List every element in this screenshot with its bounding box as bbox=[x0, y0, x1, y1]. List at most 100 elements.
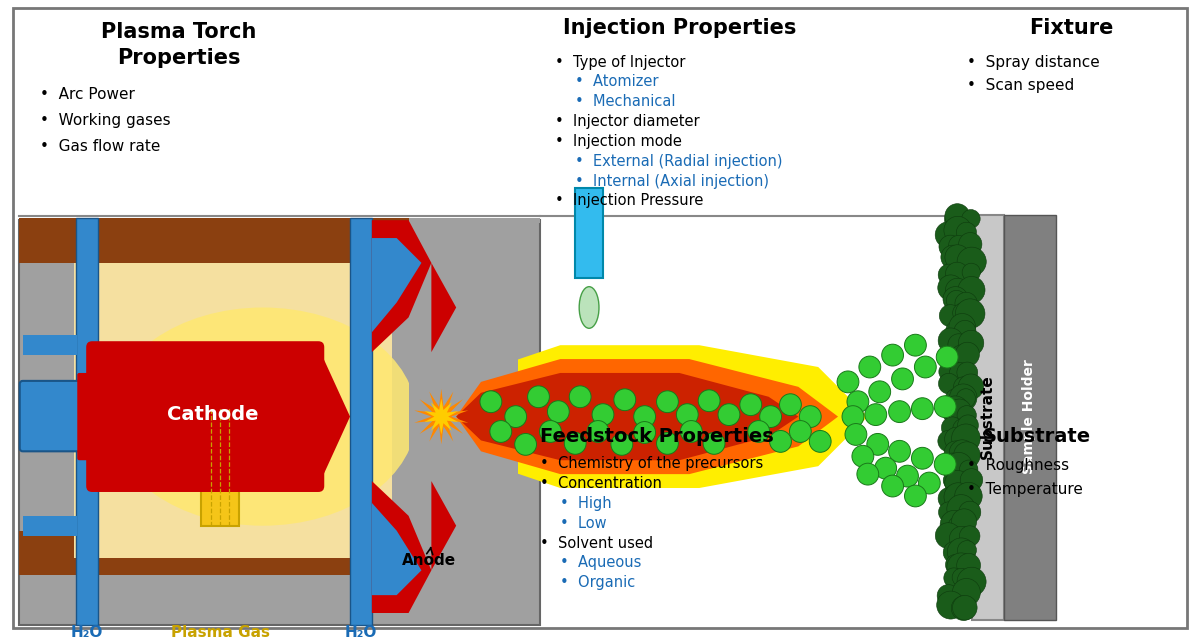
Circle shape bbox=[948, 517, 967, 535]
Circle shape bbox=[677, 404, 698, 426]
Circle shape bbox=[935, 453, 956, 475]
Circle shape bbox=[958, 540, 977, 560]
Circle shape bbox=[959, 330, 984, 356]
Text: •  Internal (Axial injection): • Internal (Axial injection) bbox=[575, 174, 769, 188]
Circle shape bbox=[769, 431, 792, 453]
Circle shape bbox=[852, 445, 874, 467]
Circle shape bbox=[958, 415, 978, 436]
Text: •  Gas flow rate: • Gas flow rate bbox=[40, 139, 160, 154]
Polygon shape bbox=[372, 503, 421, 595]
Circle shape bbox=[937, 591, 965, 619]
Bar bbox=[19, 221, 540, 625]
Text: Plasma Gas: Plasma Gas bbox=[170, 626, 270, 640]
Circle shape bbox=[946, 322, 964, 340]
Circle shape bbox=[959, 233, 982, 256]
FancyBboxPatch shape bbox=[19, 381, 85, 451]
Circle shape bbox=[634, 406, 655, 428]
Text: Cathode: Cathode bbox=[168, 405, 259, 424]
Circle shape bbox=[947, 290, 966, 311]
Circle shape bbox=[943, 287, 968, 312]
Circle shape bbox=[935, 395, 956, 417]
Circle shape bbox=[912, 398, 934, 420]
Circle shape bbox=[949, 363, 971, 384]
Circle shape bbox=[896, 465, 918, 487]
Circle shape bbox=[703, 433, 725, 454]
Circle shape bbox=[569, 386, 592, 408]
Circle shape bbox=[956, 362, 978, 383]
Circle shape bbox=[952, 424, 980, 453]
Circle shape bbox=[866, 433, 889, 455]
Circle shape bbox=[946, 278, 970, 303]
Circle shape bbox=[960, 460, 978, 478]
Circle shape bbox=[656, 433, 678, 454]
Circle shape bbox=[865, 404, 887, 426]
Polygon shape bbox=[456, 359, 838, 474]
Polygon shape bbox=[456, 345, 868, 488]
Circle shape bbox=[954, 377, 973, 397]
Circle shape bbox=[698, 390, 720, 412]
Circle shape bbox=[935, 222, 961, 248]
Text: •  Chemistry of the precursors: • Chemistry of the precursors bbox=[540, 456, 763, 471]
Circle shape bbox=[480, 391, 502, 413]
Circle shape bbox=[847, 391, 869, 413]
Circle shape bbox=[952, 569, 971, 587]
Circle shape bbox=[838, 371, 859, 393]
Circle shape bbox=[943, 471, 961, 490]
Circle shape bbox=[748, 420, 769, 442]
Circle shape bbox=[938, 502, 959, 522]
Circle shape bbox=[944, 483, 972, 511]
Circle shape bbox=[760, 406, 781, 428]
Text: •  Type of Injector: • Type of Injector bbox=[556, 54, 685, 70]
Circle shape bbox=[956, 388, 976, 408]
Bar bbox=[23, 335, 77, 355]
Circle shape bbox=[953, 595, 977, 620]
Circle shape bbox=[882, 475, 904, 497]
Text: •  Injector diameter: • Injector diameter bbox=[556, 114, 700, 129]
Circle shape bbox=[950, 345, 974, 369]
Circle shape bbox=[547, 401, 569, 422]
Circle shape bbox=[944, 427, 968, 451]
Circle shape bbox=[882, 344, 904, 366]
Bar bbox=[408, 218, 540, 223]
Circle shape bbox=[937, 585, 960, 607]
Bar bbox=[19, 531, 408, 576]
Circle shape bbox=[952, 509, 977, 534]
Circle shape bbox=[740, 394, 762, 415]
Text: •  Arc Power: • Arc Power bbox=[40, 87, 134, 103]
Circle shape bbox=[940, 453, 965, 478]
Text: •  External (Radial injection): • External (Radial injection) bbox=[575, 154, 782, 169]
Text: Substrate: Substrate bbox=[980, 374, 995, 459]
Circle shape bbox=[938, 431, 959, 452]
Circle shape bbox=[956, 553, 980, 578]
Circle shape bbox=[944, 245, 970, 270]
Text: H₂O: H₂O bbox=[344, 626, 377, 640]
Circle shape bbox=[958, 406, 977, 425]
Circle shape bbox=[869, 381, 890, 403]
Text: •  Low: • Low bbox=[560, 516, 607, 531]
Circle shape bbox=[944, 470, 971, 496]
Circle shape bbox=[938, 328, 964, 353]
Bar bbox=[19, 218, 408, 263]
Circle shape bbox=[505, 406, 527, 428]
Circle shape bbox=[949, 235, 968, 255]
Circle shape bbox=[949, 526, 973, 551]
Text: •  Temperature: • Temperature bbox=[967, 482, 1082, 497]
Circle shape bbox=[938, 362, 958, 381]
Circle shape bbox=[955, 292, 978, 315]
Text: Fixture: Fixture bbox=[1028, 18, 1114, 38]
Circle shape bbox=[634, 422, 655, 444]
Ellipse shape bbox=[580, 287, 599, 328]
FancyBboxPatch shape bbox=[74, 263, 391, 558]
Circle shape bbox=[943, 542, 965, 563]
Polygon shape bbox=[425, 399, 458, 435]
Circle shape bbox=[528, 386, 550, 408]
Circle shape bbox=[962, 263, 980, 281]
Circle shape bbox=[937, 275, 964, 301]
Circle shape bbox=[954, 320, 976, 342]
Circle shape bbox=[952, 596, 976, 620]
Circle shape bbox=[956, 222, 977, 242]
Circle shape bbox=[944, 204, 970, 229]
Polygon shape bbox=[431, 481, 456, 570]
Circle shape bbox=[949, 440, 976, 465]
Text: •  Concentration: • Concentration bbox=[540, 476, 662, 491]
